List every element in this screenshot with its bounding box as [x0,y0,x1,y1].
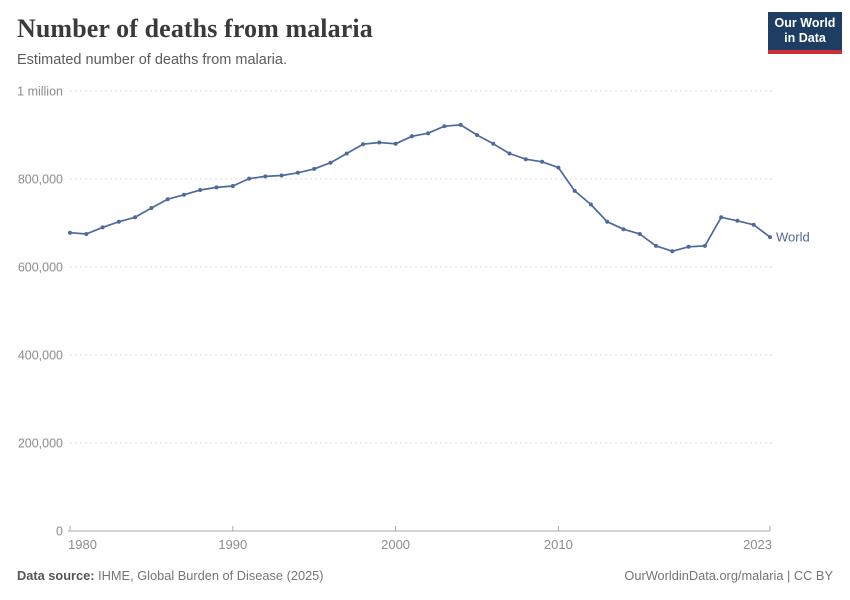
data-point[interactable] [621,227,626,232]
data-point[interactable] [735,218,740,223]
axis-layer: 1980 1990 2000 2010 2023 [68,526,772,552]
data-point[interactable] [214,185,219,190]
data-point[interactable] [165,197,170,202]
y-axis-tick-label: 0 [56,525,63,539]
y-axis-tick-label: 400,000 [18,349,63,363]
data-point[interactable] [605,219,610,224]
data-point[interactable] [768,235,772,240]
data-point[interactable] [507,151,512,156]
data-point[interactable] [442,124,447,129]
series-label-layer: World [776,230,810,245]
data-point[interactable] [523,157,528,162]
data-point[interactable] [719,215,724,220]
data-point[interactable] [344,151,349,156]
x-axis-tick-label: 1990 [218,537,247,552]
series-label-world[interactable]: World [776,230,810,245]
data-source-label: Data source: [17,568,95,583]
data-point[interactable] [133,215,138,220]
data-point[interactable] [702,243,707,248]
attribution-note: OurWorldinData.org/malaria | CC BY [624,568,833,583]
data-point[interactable] [670,249,675,254]
data-point[interactable] [116,219,121,224]
data-point[interactable] [588,202,593,207]
data-point[interactable] [426,131,431,136]
data-point[interactable] [84,232,89,236]
footer: Data source: IHME, Global Burden of Dise… [17,568,833,583]
data-point[interactable] [149,206,154,210]
x-axis-tick-label: 2000 [381,537,410,552]
data-point[interactable] [361,142,365,147]
data-point[interactable] [540,159,545,164]
data-point[interactable] [393,141,398,146]
owid-logo-text-line2: in Data [784,31,826,45]
data-point[interactable] [198,188,203,192]
data-point[interactable] [556,165,561,170]
data-source-note: Data source: IHME, Global Burden of Dise… [17,568,324,583]
data-point[interactable] [377,140,382,145]
data-point[interactable] [475,133,479,137]
data-point[interactable] [295,170,300,175]
grid-layer: 0 200,000 400,000 600,000 800,000 1 million [17,85,772,539]
data-point[interactable] [409,134,414,139]
data-source-value: IHME, Global Burden of Disease (2025) [94,568,324,583]
series-layer[interactable] [68,122,772,254]
data-point[interactable] [686,244,691,249]
data-point[interactable] [312,166,317,171]
data-point[interactable] [247,176,252,181]
data-point[interactable] [68,230,72,235]
data-point[interactable] [751,222,756,227]
y-axis-tick-label: 800,000 [18,173,63,187]
data-point[interactable] [654,243,658,248]
data-point[interactable] [182,192,186,197]
chart-subtitle: Estimated number of deaths from malaria. [17,52,287,68]
owid-logo-text-line1: Our World [774,16,836,30]
y-axis-tick-label: 200,000 [18,437,63,451]
x-axis-tick-label: 1980 [68,537,97,552]
page-title: Number of deaths from malaria [17,14,373,43]
line-series-world[interactable] [69,124,771,253]
data-point[interactable] [637,232,642,236]
data-point[interactable] [328,160,333,165]
y-axis-tick-label: 1 million [17,85,63,99]
data-point[interactable] [100,225,105,230]
data-point[interactable] [230,184,235,188]
data-point[interactable] [263,174,268,179]
data-point[interactable] [279,173,284,178]
data-point[interactable] [491,141,496,146]
y-axis-tick-label: 600,000 [18,261,63,275]
x-axis-tick-label: 2023 [743,537,772,552]
data-point[interactable] [572,188,577,193]
x-axis-tick-label: 2010 [544,537,573,552]
data-point[interactable] [458,122,463,127]
owid-logo[interactable]: Our World in Data [768,12,842,54]
